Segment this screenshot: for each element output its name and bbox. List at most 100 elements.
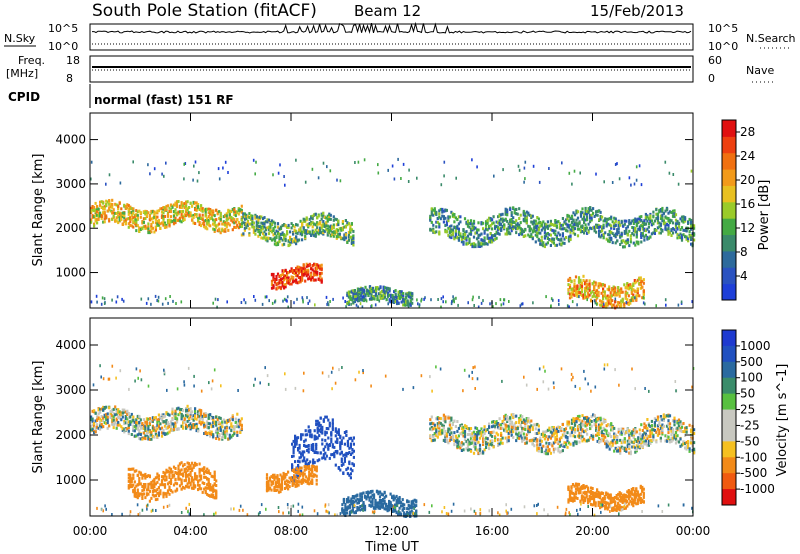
echo-cell [630, 292, 633, 295]
echo-cell [445, 220, 448, 224]
echo-cell [332, 218, 335, 222]
echo-cell [568, 296, 572, 300]
echo-cell [196, 179, 199, 183]
echo-cell [272, 233, 275, 237]
echo-cell [245, 217, 248, 221]
echo-cell [594, 281, 597, 285]
echo-cell [397, 497, 400, 501]
echo-cell [605, 296, 608, 300]
echo-cell [619, 234, 622, 238]
echo-cell [303, 450, 306, 454]
echo-cell [310, 267, 313, 271]
echo-cell [126, 217, 129, 221]
echo-cell [570, 291, 573, 295]
echo-cell [321, 442, 324, 446]
echo-cell [138, 436, 141, 440]
echo-cell [605, 237, 608, 241]
echo-cell [655, 216, 658, 220]
echo-cell [515, 231, 518, 235]
echo-cell [337, 232, 340, 236]
echo-cell [413, 498, 416, 502]
echo-cell [615, 291, 618, 295]
echo-cell [349, 444, 352, 448]
echo-cell [450, 431, 453, 435]
echo-cell [302, 480, 305, 484]
echo-cell [392, 507, 395, 511]
echo-cell [96, 208, 99, 211]
echo-cell [215, 224, 218, 228]
echo-cell [524, 219, 527, 223]
echo-cell [438, 421, 441, 425]
echo-cell [690, 234, 693, 237]
echo-cell [147, 227, 150, 231]
echo-cell [450, 418, 453, 422]
echo-cell [308, 470, 311, 474]
echo-cell [477, 221, 480, 225]
echo-cell [166, 412, 170, 416]
echo-cell [159, 427, 162, 431]
echo-cell [583, 212, 586, 216]
echo-cell [368, 291, 372, 295]
echo-cell [145, 420, 148, 424]
echo-cell [207, 211, 210, 215]
echo-cell [641, 220, 644, 224]
echo-cell [322, 447, 325, 451]
echo-cell [115, 412, 118, 416]
echo-cell [625, 301, 628, 304]
echo-cell [252, 228, 255, 231]
echo-cell [133, 222, 136, 226]
echo-cell [329, 213, 332, 217]
echo-cell [614, 290, 617, 294]
echo-cell [356, 299, 359, 303]
echo-cell [206, 425, 209, 429]
echo-cell [288, 485, 291, 489]
echo-cell [298, 276, 301, 279]
echo-cell [219, 426, 222, 430]
echo-cell [371, 497, 374, 501]
echo-cell [324, 430, 327, 434]
echo-cell [506, 227, 509, 231]
echo-cell [194, 407, 197, 411]
echo-cell [588, 284, 591, 288]
echo-cell [510, 223, 513, 227]
echo-cell [161, 302, 164, 306]
echo-cell [513, 208, 516, 212]
echo-cell [209, 208, 212, 211]
echo-cell [569, 234, 572, 238]
echo-cell [539, 220, 542, 224]
echo-cell [429, 422, 432, 426]
echo-cell [114, 413, 117, 417]
echo-cell [267, 479, 270, 483]
echo-cell [584, 282, 587, 286]
echo-cell [442, 209, 445, 213]
echo-cell [172, 299, 174, 303]
echo-cell [331, 233, 334, 237]
echo-cell [305, 271, 308, 275]
echo-cell [415, 500, 418, 504]
echo-cell [324, 433, 327, 437]
echo-cell [361, 298, 364, 302]
echo-cell [524, 214, 527, 218]
beam-label: Beam 12 [354, 2, 421, 20]
echo-cell [212, 301, 214, 305]
echo-cell [269, 237, 272, 241]
echo-cell [430, 213, 433, 217]
echo-cell [289, 243, 292, 247]
echo-cell [172, 423, 176, 427]
echo-cell [310, 443, 313, 447]
echo-cell [156, 418, 159, 422]
echo-cell [318, 421, 321, 425]
echo-cell [163, 174, 165, 178]
echo-cell [354, 494, 357, 498]
echo-cell [608, 285, 611, 289]
echo-cell [515, 212, 518, 216]
echo-cell [380, 296, 384, 300]
echo-cell [598, 209, 601, 213]
echo-cell [296, 297, 298, 301]
echo-cell [346, 444, 349, 448]
echo-cell [234, 425, 237, 429]
echo-cell [368, 496, 371, 500]
echo-cell [281, 273, 284, 276]
echo-cell [283, 278, 286, 282]
echo-cell [168, 218, 171, 222]
